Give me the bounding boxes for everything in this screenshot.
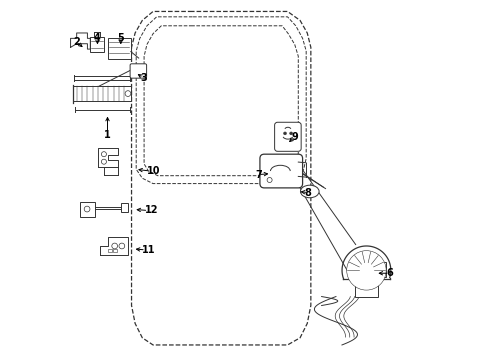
Circle shape	[112, 243, 117, 249]
Circle shape	[352, 257, 379, 284]
Text: 5: 5	[117, 33, 124, 43]
Circle shape	[101, 159, 106, 164]
Text: 1: 1	[104, 130, 111, 140]
FancyBboxPatch shape	[90, 37, 104, 51]
Circle shape	[125, 91, 131, 96]
FancyBboxPatch shape	[121, 203, 128, 212]
FancyBboxPatch shape	[377, 262, 385, 277]
Circle shape	[84, 206, 90, 212]
Text: 10: 10	[147, 166, 160, 176]
Text: 4: 4	[94, 33, 101, 43]
Text: 8: 8	[304, 188, 311, 198]
Circle shape	[101, 152, 106, 157]
FancyBboxPatch shape	[354, 285, 378, 297]
Text: 6: 6	[386, 268, 392, 278]
Circle shape	[283, 132, 286, 135]
FancyBboxPatch shape	[73, 86, 131, 101]
Bar	[107, 249, 112, 252]
FancyBboxPatch shape	[107, 38, 131, 59]
Text: 11: 11	[142, 245, 156, 255]
FancyBboxPatch shape	[260, 154, 302, 188]
Text: 3: 3	[140, 73, 146, 83]
Circle shape	[119, 243, 124, 249]
Text: 9: 9	[291, 132, 298, 142]
Circle shape	[359, 263, 373, 278]
Ellipse shape	[300, 185, 319, 198]
FancyBboxPatch shape	[130, 64, 146, 78]
Text: 7: 7	[254, 170, 261, 180]
FancyBboxPatch shape	[274, 122, 301, 151]
FancyBboxPatch shape	[80, 202, 94, 217]
Circle shape	[346, 251, 386, 290]
Circle shape	[266, 177, 271, 183]
Circle shape	[289, 132, 292, 135]
Text: 12: 12	[144, 206, 158, 216]
Text: 2: 2	[73, 37, 80, 47]
Bar	[113, 249, 117, 252]
